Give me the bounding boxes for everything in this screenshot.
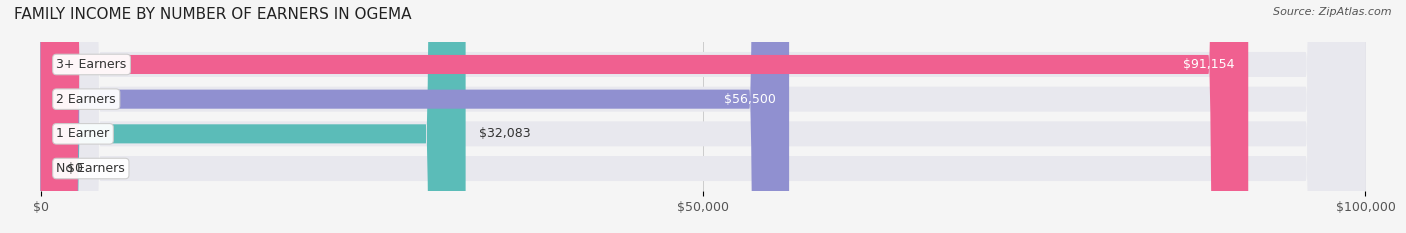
- Text: No Earners: No Earners: [56, 162, 125, 175]
- Text: 2 Earners: 2 Earners: [56, 93, 117, 106]
- Text: $91,154: $91,154: [1184, 58, 1234, 71]
- Text: 1 Earner: 1 Earner: [56, 127, 110, 140]
- FancyBboxPatch shape: [41, 0, 1365, 233]
- FancyBboxPatch shape: [41, 0, 1249, 233]
- FancyBboxPatch shape: [41, 0, 1365, 233]
- Text: FAMILY INCOME BY NUMBER OF EARNERS IN OGEMA: FAMILY INCOME BY NUMBER OF EARNERS IN OG…: [14, 7, 412, 22]
- Text: Source: ZipAtlas.com: Source: ZipAtlas.com: [1274, 7, 1392, 17]
- FancyBboxPatch shape: [41, 0, 1365, 233]
- Text: $0: $0: [67, 162, 83, 175]
- FancyBboxPatch shape: [41, 0, 1365, 233]
- FancyBboxPatch shape: [41, 0, 465, 233]
- Text: $32,083: $32,083: [479, 127, 530, 140]
- FancyBboxPatch shape: [41, 0, 789, 233]
- Text: 3+ Earners: 3+ Earners: [56, 58, 127, 71]
- Text: $56,500: $56,500: [724, 93, 776, 106]
